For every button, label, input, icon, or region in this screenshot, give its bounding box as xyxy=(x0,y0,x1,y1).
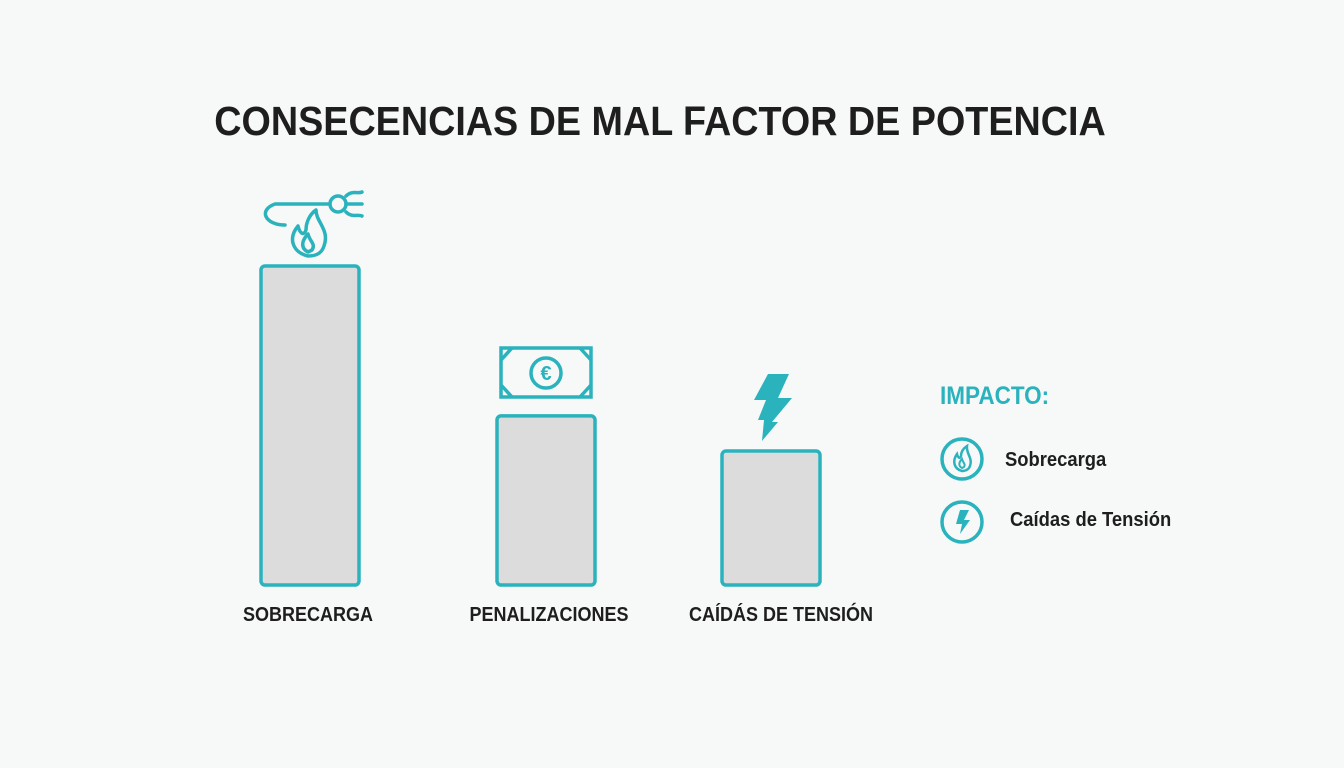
svg-text:€: € xyxy=(540,363,551,385)
bar-1 xyxy=(259,264,361,587)
legend-title: IMPACTO: xyxy=(940,382,1050,410)
euro-banknote-icon: € xyxy=(499,346,593,399)
bar-2 xyxy=(495,414,597,587)
category-label-caidas: CAÍDÁS DE TENSIÓN xyxy=(688,604,874,626)
bar-3 xyxy=(720,449,822,587)
flame-circle-icon xyxy=(940,437,984,481)
legend-label-sobrecarga: Sobrecarga xyxy=(1005,449,1107,471)
plug-flame-icon xyxy=(263,190,364,258)
legend-label-caidas: Caídas de Tensión xyxy=(1010,509,1172,531)
category-label-sobrecarga: SOBRECARGA xyxy=(242,604,373,626)
category-label-penalizaciones: PENALIZACIONES xyxy=(469,604,629,626)
chart-title: CONSECENCIAS DE MAL FACTOR DE POTENCIA xyxy=(214,98,1106,144)
lightning-circle-icon xyxy=(940,500,984,544)
lightning-bolt-icon xyxy=(754,374,792,441)
